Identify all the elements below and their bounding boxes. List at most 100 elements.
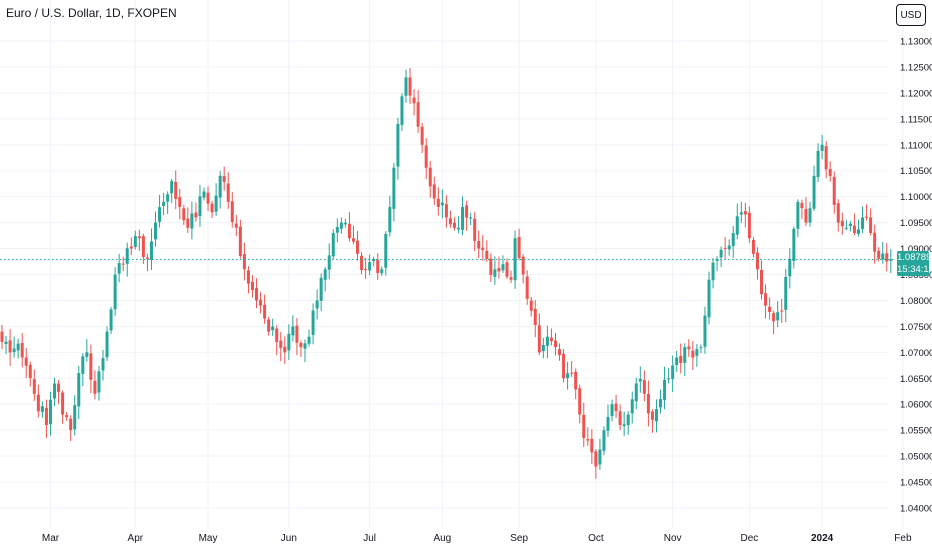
candle-body [117,263,121,274]
candle-body [436,198,440,208]
candle-body [24,357,28,366]
candle [727,239,731,256]
candle-body [404,77,408,96]
candle [113,267,117,316]
candle [311,303,315,345]
candle-body [703,315,707,347]
candle-body [788,258,792,277]
candle [469,212,473,226]
candle [339,217,343,234]
candle [679,343,683,374]
candle-body [97,371,101,393]
candle-body [61,392,65,415]
candle [287,324,291,361]
candle [570,361,574,377]
candle [327,243,331,280]
candle-body [113,274,117,310]
candle-body [154,222,158,240]
candle [145,253,149,272]
candle-body [719,249,723,258]
candle-body [792,228,796,261]
candle [731,226,735,258]
candle-body [28,364,32,378]
price-tick-label: 1.12500 [900,62,932,73]
candle-body [170,181,174,194]
candle-body [683,347,687,363]
price-tick-label: 1.11000 [900,140,932,151]
candle [279,331,283,362]
candle-body [723,247,727,249]
candle [335,218,339,243]
candle-body [311,310,315,336]
candle-body [331,232,335,257]
candle-body [57,383,61,392]
candle-body [218,175,222,198]
price-tick-label: 1.10000 [900,192,932,203]
candle-body [238,226,242,257]
candle [477,230,481,259]
candle [170,178,174,203]
candle-body [230,201,234,222]
candle-body [469,217,473,219]
candle [444,195,448,228]
candle-body [816,150,820,178]
time-tick-label: Jul [363,533,376,544]
candle [537,313,541,356]
candle-body [586,439,590,441]
candle [206,186,210,212]
candle [384,231,388,276]
candle-body [594,451,598,467]
candle [154,211,158,247]
candle-body [319,277,323,301]
candle [40,401,44,418]
time-axis[interactable]: Mar Apr May Jun Jul Aug Sep Oct Nov Dec 2024 Feb [42,533,912,544]
candle-body [525,276,529,299]
candle-body [279,340,283,348]
candle [190,201,194,240]
candle-body [784,276,788,310]
candle-body [598,449,602,465]
candle-body [768,306,772,312]
candle [351,225,355,245]
candle [881,241,885,264]
candle-body [885,253,889,262]
candle-body [210,203,214,213]
candle-body [299,342,303,348]
currency-button[interactable]: USD [896,4,926,26]
candle [53,377,57,406]
candle-body [255,288,259,301]
candle-body [727,245,731,250]
candle-body [881,253,885,260]
candle [432,176,436,205]
candle-body [137,236,141,239]
candle [590,429,594,465]
candle [667,367,671,384]
candle [739,201,743,223]
candle [832,171,836,214]
candle-body [444,204,448,218]
candle [663,366,667,410]
candle-body [844,227,848,229]
candle-body [638,378,642,382]
time-tick-label: Sep [510,533,528,544]
candle [295,317,299,356]
candle-body [509,277,513,280]
candle-body [295,325,299,343]
candle-body [755,252,759,270]
candle-body [501,264,505,271]
candle-body [206,192,210,204]
candle [493,256,497,285]
candle [28,361,32,387]
candle-body [848,223,852,227]
candle [473,212,477,252]
candle-body [198,196,202,217]
candle [804,197,808,226]
candle [250,275,254,298]
candle-body [465,205,469,218]
candle-body [707,279,711,318]
candle [275,325,279,356]
candle [598,438,602,470]
candle [780,298,784,323]
